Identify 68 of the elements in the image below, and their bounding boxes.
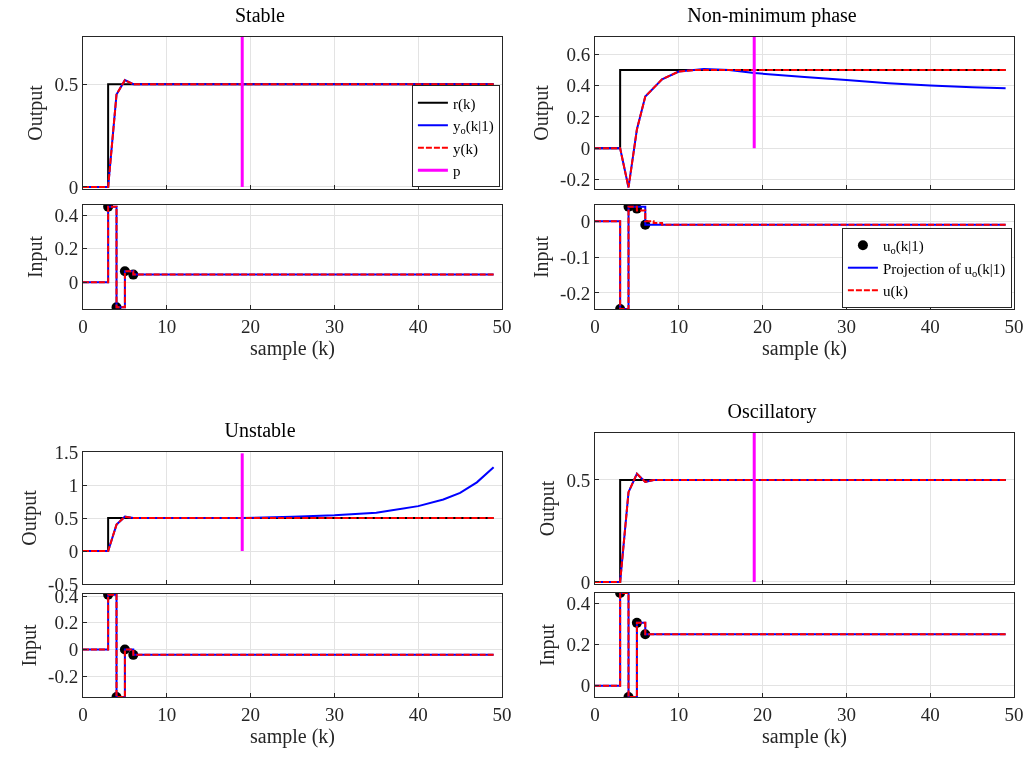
x-tick-label: 40 [408,315,428,337]
y-tick-label: 0 [68,271,79,293]
x-tick-label: 30 [836,703,856,725]
x-tick-label: 20 [241,703,261,725]
y-tick-label: 0.5 [54,507,79,529]
chart-title: Unstable [224,419,296,441]
x-tick-label: 50 [1004,703,1024,725]
y-axis-title: Output [17,489,41,546]
x-axis-title: sample (k) [762,724,847,748]
legend-label: y(k) [452,140,478,158]
x-tick-label: 30 [324,703,344,725]
y-tick-label: 0.6 [566,43,591,65]
y-tick-label: 0.5 [54,73,79,95]
x-tick-label: 30 [324,315,344,337]
y-tick-label: 0 [68,540,79,562]
x-tick-label: 40 [408,703,428,725]
y-tick-label: 0 [580,675,591,697]
y-tick-label: 0.4 [566,75,591,97]
y-tick-label: -0.2 [560,282,591,304]
y-axis-title: Output [23,84,47,141]
chart-title: Oscillatory [727,400,817,423]
legend-label: Projection of u$_{o}$(k|1) [882,260,1006,279]
x-tick-label: 10 [669,315,689,337]
x-tick-label: 20 [753,703,773,725]
legend-label: y$_{o}$(k|1) [452,118,494,137]
y-tick-label: -0.1 [560,246,591,268]
y-tick-label: 0.2 [566,106,591,128]
legend-label: u$_{o}$(k|1) [882,238,924,257]
x-tick-label: 10 [157,703,177,725]
y-tick-label: 0.4 [54,204,79,226]
x-axis-title: sample (k) [250,724,335,748]
y-tick-label: 1 [68,474,79,496]
y-tick-label: -0.2 [48,665,79,687]
y-tick-label: -0.2 [560,169,591,191]
y-axis-title: Input [535,623,559,667]
y-tick-label: 0.2 [54,612,79,634]
y-tick-label: 0.5 [566,469,591,491]
x-tick-label: 30 [836,315,856,337]
x-axis-title: sample (k) [762,336,847,360]
x-tick-label: 10 [669,703,689,725]
y-tick-label: 0 [580,137,591,159]
x-tick-label: 10 [157,315,177,337]
x-tick-label: 50 [492,703,512,725]
y-axis-title: Input [529,235,553,279]
x-tick-label: 40 [920,703,940,725]
y-tick-label: 1.5 [54,441,79,463]
y-tick-label: 0.2 [54,238,79,260]
y-axis-title: Input [17,623,41,667]
legend-label: p [452,163,461,180]
legend-label: u(k) [882,283,908,301]
x-tick-label: 20 [241,315,261,337]
x-tick-label: 50 [1004,315,1024,337]
y-tick-label: 0.4 [566,592,591,614]
chart-title: Non-minimum phase [687,4,857,27]
x-axis-title: sample (k) [250,336,335,360]
y-tick-label: 0 [580,571,591,593]
x-tick-label: 40 [920,315,940,337]
x-tick-label: 20 [753,315,773,337]
y-axis-title: Output [529,84,553,141]
y-tick-label: 0 [68,176,79,198]
x-tick-label: 50 [492,315,512,337]
y-tick-label: 0 [580,210,591,232]
legend-label: r(k) [452,95,476,113]
y-axis-title: Output [535,480,559,537]
y-tick-label: 0 [68,639,79,661]
y-axis-title: Input [23,235,47,279]
y-tick-label: 0.2 [566,634,591,656]
chart-title: Stable [235,4,286,26]
